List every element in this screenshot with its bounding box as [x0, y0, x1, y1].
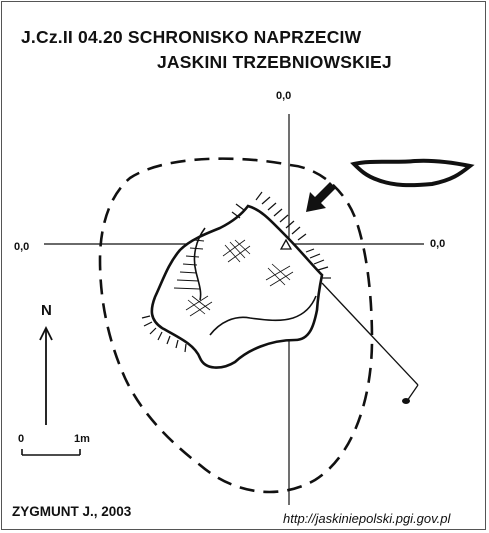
- cave-passage-outline: [150, 204, 324, 369]
- north-label: N: [41, 302, 52, 319]
- author-credit: ZYGMUNT J., 2003: [12, 504, 132, 519]
- scale-end-label: 1m: [74, 433, 90, 445]
- top-left-wall-ticks: [231, 203, 245, 219]
- cross-section-profile: [350, 158, 475, 188]
- source-url-link[interactable]: http://jaskiniepolski.pgi.gov.pl: [283, 511, 451, 526]
- left-wall-hachures: [173, 239, 205, 290]
- entrance-arrow-icon: [306, 182, 336, 212]
- cave-title-line2: JASKINI TRZEBNIOWSKIEJ: [157, 52, 392, 72]
- inner-ledge-line: [209, 295, 317, 336]
- lower-left-wall-ticks: [141, 315, 187, 353]
- scale-start-label: 0: [18, 433, 25, 445]
- section-line-end-marker: [402, 398, 410, 404]
- upper-right-wall-ticks: [255, 191, 307, 241]
- floor-crosshatch: [185, 239, 294, 317]
- overhang-dashed-outline: [98, 157, 374, 494]
- cross-section-line: [321, 282, 419, 386]
- right-wall-ticks: [305, 248, 331, 279]
- axis-left-label: 0,0: [14, 241, 30, 253]
- axis-top-label: 0,0: [276, 90, 292, 102]
- cave-title-line1: J.Cz.II 04.20 SCHRONISKO NAPRZECIW: [21, 27, 362, 47]
- survey-point-triangle-icon: [279, 238, 293, 250]
- left-ledge-line: [193, 227, 206, 301]
- axis-right-label: 0,0: [430, 238, 446, 250]
- north-arrow-head-icon: [39, 325, 53, 341]
